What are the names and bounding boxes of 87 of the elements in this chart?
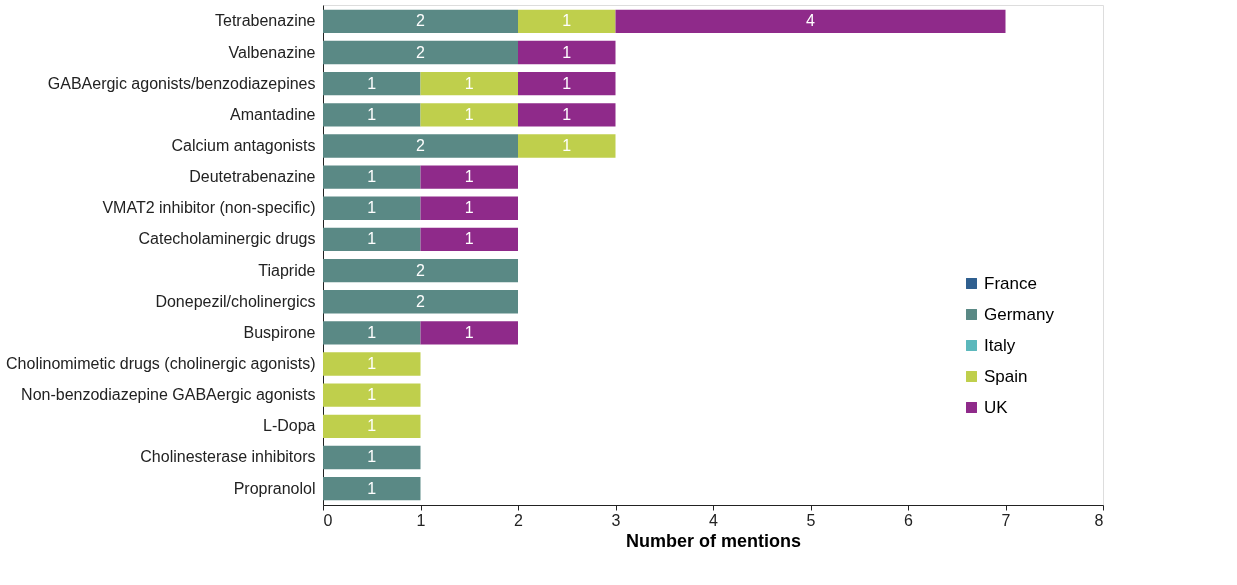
- y-tick-label: Cholinesterase inhibitors: [140, 448, 316, 466]
- bar: [323, 383, 421, 407]
- x-tick-label: 1: [416, 511, 426, 529]
- x-tick-label: 8: [1094, 511, 1104, 529]
- data-label: 1: [367, 355, 377, 373]
- bar: [323, 40, 518, 65]
- data-label: 1: [562, 43, 572, 61]
- y-tick-label: Tetrabenazine: [214, 12, 316, 30]
- bar: [323, 9, 518, 34]
- data-label: 1: [367, 199, 377, 217]
- data-label: 1: [464, 168, 474, 186]
- data-label: 1: [367, 448, 377, 466]
- bar: [323, 103, 421, 127]
- data-label: 2: [416, 136, 426, 154]
- data-label: 2: [416, 12, 426, 30]
- x-axis-title: Number of mentions: [625, 530, 802, 551]
- bar: [615, 9, 1006, 34]
- bar: [323, 414, 421, 439]
- data-label: 1: [367, 230, 377, 248]
- bar: [420, 196, 518, 220]
- bar: [420, 321, 518, 345]
- bar: [518, 71, 616, 96]
- data-label: 2: [416, 292, 426, 310]
- bar: [518, 134, 616, 158]
- y-tick-label: Valbenazine: [228, 43, 316, 61]
- y-tick-label: Amantadine: [230, 105, 316, 123]
- bar: [420, 103, 518, 127]
- y-tick-label: Tiapride: [258, 261, 316, 279]
- bar: [323, 165, 421, 189]
- legend-label: UK: [984, 397, 1009, 417]
- data-label: 2: [416, 261, 426, 279]
- legend-label: France: [984, 273, 1037, 293]
- data-label: 1: [367, 74, 377, 92]
- y-tick-label: Deutetrabenazine: [189, 168, 316, 186]
- bar: [323, 321, 421, 345]
- data-label: 1: [562, 136, 572, 154]
- y-tick-label: Buspirone: [243, 323, 316, 341]
- x-tick-label: 2: [514, 511, 524, 529]
- legend-label: Germany: [984, 304, 1055, 324]
- legend-label: Spain: [984, 366, 1028, 386]
- y-tick-label: Catecholaminergic drugs: [138, 230, 316, 248]
- bar: [323, 352, 421, 376]
- data-label: 1: [367, 479, 377, 497]
- bar: [323, 196, 421, 220]
- y-tick-label: Non-benzodiazepine GABAergic agonists: [21, 386, 316, 404]
- y-tick-label: L-Dopa: [263, 417, 316, 435]
- data-label: 1: [562, 74, 572, 92]
- bar: [420, 165, 518, 189]
- bar: [518, 9, 616, 34]
- data-label: 1: [367, 323, 377, 341]
- bar: [518, 40, 616, 65]
- data-label: 1: [464, 199, 474, 217]
- bar: [518, 103, 616, 127]
- x-tick-label: 5: [806, 511, 816, 529]
- x-tick-label: 3: [611, 511, 621, 529]
- data-label: 1: [464, 74, 474, 92]
- x-tick-label: 0: [323, 511, 333, 529]
- data-label: 1: [367, 417, 377, 435]
- y-tick-label: Calcium antagonists: [171, 136, 316, 154]
- bar: [420, 227, 518, 252]
- data-label: 2: [416, 43, 426, 61]
- data-label: 4: [806, 12, 816, 30]
- x-tick-label: 6: [904, 511, 914, 529]
- bar: [323, 134, 518, 158]
- data-label: 1: [367, 386, 377, 404]
- bar: [323, 227, 421, 252]
- bar: [323, 476, 421, 501]
- y-tick-label: Cholinomimetic drugs (cholinergic agonists): [6, 355, 316, 373]
- data-label: 1: [562, 105, 572, 123]
- legend-label: Italy: [984, 335, 1016, 355]
- bar: [323, 258, 518, 283]
- bar: [323, 445, 421, 470]
- data-label: 1: [464, 230, 474, 248]
- y-tick-label: VMAT2 inhibitor (non-specific): [102, 199, 316, 217]
- data-label: 1: [464, 323, 474, 341]
- data-label: 1: [367, 168, 377, 186]
- bar: [420, 71, 518, 96]
- data-label: 1: [464, 105, 474, 123]
- x-tick-label: 7: [1001, 511, 1011, 529]
- y-tick-label: GABAergic agonists/benzodiazepines: [47, 74, 316, 92]
- y-tick-label: Propranolol: [233, 479, 316, 497]
- bar: [323, 290, 518, 314]
- y-tick-label: Donepezil/cholinergics: [155, 292, 316, 310]
- data-label: 1: [562, 12, 572, 30]
- data-label: 1: [367, 105, 377, 123]
- x-tick-label: 4: [709, 511, 719, 529]
- bar: [323, 71, 421, 96]
